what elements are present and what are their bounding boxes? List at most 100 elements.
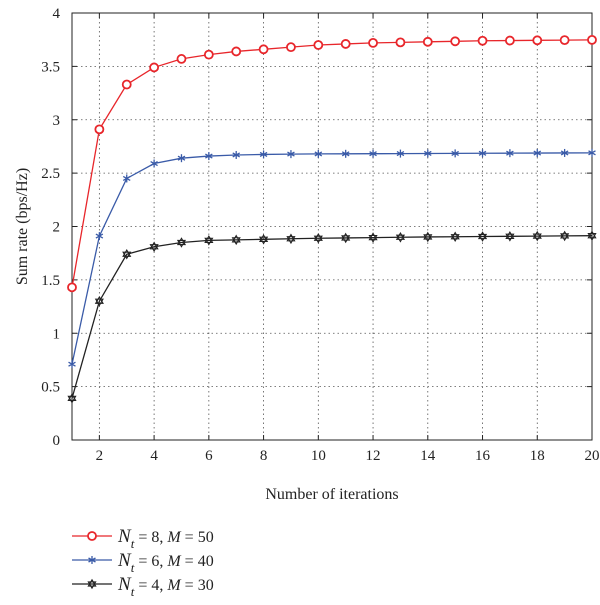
legend-symbol-n: N bbox=[117, 526, 132, 547]
data-point bbox=[176, 54, 187, 64]
data-point bbox=[313, 40, 324, 50]
data-point bbox=[95, 232, 104, 241]
legend-item-1: Nt = 8, M = 50 bbox=[72, 526, 214, 551]
data-point bbox=[533, 149, 542, 158]
legend-item-2: Nt = 6, M = 40 bbox=[72, 550, 214, 575]
legend-symbol-n: N bbox=[117, 574, 132, 595]
x-tick-label: 10 bbox=[311, 448, 326, 464]
hexagram-marker-up bbox=[94, 295, 104, 304]
hexagram-marker-down bbox=[286, 236, 296, 245]
series-layer bbox=[67, 35, 597, 404]
hexagram-marker-up bbox=[477, 231, 488, 240]
circle-marker-shape bbox=[176, 54, 187, 64]
data-point bbox=[205, 152, 213, 161]
data-point bbox=[258, 44, 269, 55]
legend-symbol-m: M bbox=[166, 529, 182, 546]
hexagram-marker-up bbox=[313, 232, 323, 241]
asterisk-marker-stroke bbox=[588, 150, 596, 156]
data-point bbox=[287, 150, 295, 159]
hexagram-marker-down bbox=[94, 298, 104, 307]
data-point bbox=[560, 230, 570, 242]
data-point bbox=[94, 124, 105, 135]
legend-subscript: t bbox=[131, 560, 135, 575]
grid-lines bbox=[72, 12, 593, 441]
data-point bbox=[231, 46, 242, 57]
data-point bbox=[150, 159, 158, 168]
y-tick-label: 4 bbox=[53, 6, 61, 22]
y-tick-label: 3.5 bbox=[41, 59, 60, 75]
hexagram-marker-down bbox=[368, 234, 378, 243]
x-tick-label: 18 bbox=[530, 448, 545, 464]
hexagram-marker-up bbox=[423, 231, 433, 240]
hexagram-marker-up bbox=[204, 235, 214, 244]
data-point bbox=[369, 149, 377, 158]
circle-marker-shape bbox=[231, 46, 242, 57]
legend-subscript: t bbox=[131, 536, 135, 551]
hexagram-marker-up bbox=[67, 393, 77, 402]
asterisk-marker-stroke bbox=[341, 151, 350, 157]
circle-marker-shape bbox=[286, 42, 296, 53]
asterisk-marker-stroke bbox=[88, 557, 96, 563]
circle-marker-shape bbox=[203, 49, 214, 60]
data-point bbox=[450, 231, 460, 243]
hexagram-marker-down bbox=[67, 395, 77, 404]
series-line bbox=[71, 152, 593, 365]
data-point bbox=[149, 62, 160, 73]
data-point bbox=[478, 149, 487, 158]
data-point bbox=[204, 235, 214, 246]
hexagram-marker-up bbox=[368, 232, 378, 241]
asterisk-marker-stroke bbox=[150, 160, 158, 167]
circle-marker-shape bbox=[559, 35, 570, 46]
data-point bbox=[559, 35, 570, 46]
x-tick-label: 2 bbox=[96, 448, 104, 464]
hexagram-marker-down bbox=[149, 244, 159, 253]
legend-subscript: t bbox=[131, 584, 135, 599]
asterisk-marker-stroke bbox=[423, 150, 432, 157]
data-point bbox=[286, 233, 296, 245]
hexagram-marker-up bbox=[560, 230, 570, 239]
data-point bbox=[504, 35, 515, 46]
y-tick-label: 1.5 bbox=[41, 273, 60, 289]
asterisk-marker-stroke bbox=[314, 151, 323, 157]
data-point bbox=[587, 35, 597, 45]
x-tick-label: 6 bbox=[205, 448, 213, 464]
y-tick-label: 2.5 bbox=[41, 166, 60, 182]
hexagram-marker-down bbox=[231, 237, 241, 246]
y-tick-label: 0 bbox=[53, 433, 61, 449]
hexagram-marker-up bbox=[286, 233, 296, 242]
asterisk-marker-stroke bbox=[205, 153, 213, 159]
data-point bbox=[314, 149, 323, 158]
asterisk-marker-stroke bbox=[232, 152, 241, 158]
hexagram-marker-up bbox=[450, 231, 460, 240]
x-axis-label: Number of iterations bbox=[265, 486, 398, 503]
legend-symbol-n: N bbox=[117, 550, 132, 571]
x-tick-label: 12 bbox=[366, 448, 381, 464]
data-point bbox=[67, 282, 77, 293]
data-point bbox=[560, 148, 569, 157]
asterisk-marker-stroke bbox=[122, 175, 131, 182]
data-point bbox=[313, 232, 323, 244]
circle-marker-shape bbox=[450, 36, 461, 47]
data-point bbox=[532, 230, 542, 242]
series-2 bbox=[68, 148, 596, 369]
series-line bbox=[71, 39, 593, 288]
circle-marker-shape bbox=[587, 35, 597, 45]
data-point bbox=[122, 174, 131, 183]
circle-marker-shape bbox=[368, 37, 378, 48]
legend-symbol-m: M bbox=[166, 553, 182, 570]
data-point bbox=[94, 295, 104, 307]
hexagram-marker-down bbox=[395, 234, 406, 243]
hexagram-marker-up bbox=[87, 578, 97, 587]
hexagram-marker-up bbox=[587, 230, 597, 239]
data-point bbox=[477, 231, 488, 242]
x-tick-label: 8 bbox=[260, 448, 268, 464]
asterisk-marker-stroke bbox=[177, 155, 186, 161]
hexagram-marker-up bbox=[149, 241, 159, 250]
series-3 bbox=[67, 230, 597, 404]
asterisk-marker-stroke bbox=[369, 151, 377, 157]
hexagram-marker-down bbox=[505, 233, 515, 242]
data-point bbox=[532, 35, 543, 46]
circle-marker-shape bbox=[504, 35, 515, 46]
asterisk-marker-stroke bbox=[68, 361, 76, 367]
hexagram-marker-down bbox=[587, 233, 597, 241]
